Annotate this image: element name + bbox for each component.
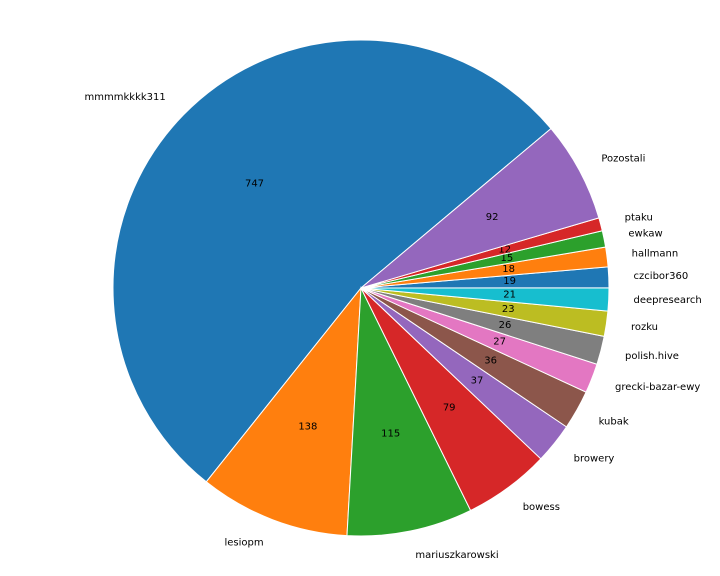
category-label-bowess: bowess — [523, 502, 560, 513]
category-label-rozku: rozku — [631, 322, 658, 333]
pie-slice-pozostali — [360, 127, 600, 289]
value-label-mariuszkarowski: 115 — [381, 428, 400, 439]
pie-slice-lesiopm — [205, 286, 362, 537]
value-label-rozku: 23 — [502, 304, 515, 315]
category-label-kubak: kubak — [599, 417, 629, 428]
value-label-grecki-bazar-ewy: 27 — [493, 337, 506, 348]
category-label-deepresearch: deepresearch — [634, 295, 702, 306]
value-label-hallmann: 18 — [502, 264, 515, 275]
category-label-czcibor360: czcibor360 — [634, 271, 689, 282]
category-label-browery: browery — [574, 453, 615, 464]
category-label-lesiopm: lesiopm — [224, 537, 263, 548]
value-label-deepresearch: 21 — [503, 289, 516, 300]
category-label-hallmann: hallmann — [632, 248, 679, 259]
value-label-bowess: 79 — [443, 402, 456, 413]
value-label-ewkaw: 15 — [500, 253, 513, 264]
category-label-grecki-bazar-ewy: grecki-bazar-ewy — [615, 382, 700, 393]
pie-slice-mariuszkarowski — [346, 286, 472, 537]
value-label-lesiopm: 138 — [298, 421, 317, 432]
value-label-browery: 37 — [471, 376, 484, 387]
pie-slice-mmmmkkkk311 — [112, 39, 552, 483]
category-label-ptaku: ptaku — [625, 212, 653, 223]
value-label-ptaku: 12 — [498, 244, 511, 255]
value-label-czcibor360: 19 — [503, 276, 516, 287]
value-label-mmmmkkkk311: 747 — [245, 179, 264, 190]
category-label-ewkaw: ewkaw — [628, 228, 662, 239]
category-label-polish-hive: polish.hive — [625, 351, 679, 362]
category-label-mmmmkkkk311: mmmmkkkk311 — [85, 92, 166, 103]
value-label-pozostali: 92 — [486, 212, 499, 223]
category-label-pozostali: Pozostali — [601, 154, 645, 165]
category-label-mariuszkarowski: mariuszkarowski — [415, 550, 498, 561]
value-label-kubak: 36 — [484, 356, 497, 367]
value-label-polish-hive: 26 — [499, 320, 512, 331]
